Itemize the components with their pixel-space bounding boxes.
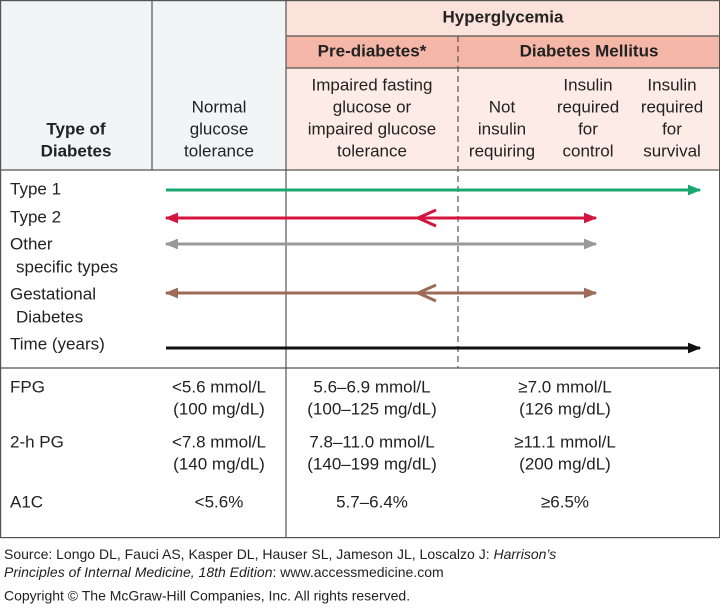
source-text: Source: Longo DL, Fauci AS, Kasper DL, H… — [4, 546, 493, 562]
type-label: Time (years) — [10, 334, 105, 353]
source-text: Principles of Internal Medicine, 18th Ed… — [4, 564, 273, 580]
diabetes-title: Diabetes Mellitus — [520, 41, 659, 60]
criterion-value: 7.8–11.0 mmol/L — [309, 432, 434, 451]
column-header: Not — [489, 97, 516, 116]
column-header: tolerance — [337, 141, 407, 160]
criterion-value: (140 mg/dL) — [173, 454, 265, 473]
type-label: Type 1 — [10, 179, 61, 198]
header-bg — [0, 0, 286, 170]
test-label: A1C — [10, 492, 43, 511]
criterion-value: ≥7.0 mmol/L — [518, 377, 611, 396]
column-bg — [286, 68, 720, 170]
type-label: Type 2 — [10, 207, 61, 226]
type-label: Other — [10, 234, 53, 253]
column-header: for — [662, 119, 682, 138]
column-header: Insulin — [647, 75, 696, 94]
arrows — [164, 184, 702, 354]
criterion-value: <5.6 mmol/L — [172, 377, 266, 396]
prediabetes-title: Pre-diabetes* — [318, 41, 427, 60]
type-label: Diabetes — [16, 307, 83, 326]
test-label: FPG — [10, 377, 45, 396]
column-header: Insulin — [563, 75, 612, 94]
column-header: for — [578, 119, 598, 138]
criterion-value: ≥6.5% — [541, 492, 589, 511]
column-header: tolerance — [184, 141, 254, 160]
criterion-value: (100–125 mg/dL) — [307, 399, 436, 418]
criterion-value: ≥11.1 mmol/L — [514, 432, 616, 451]
source-text: Harrison’s — [493, 546, 556, 562]
criterion-value: (126 mg/dL) — [519, 399, 611, 418]
column-header: glucose or — [333, 97, 412, 116]
column-header: required — [557, 97, 619, 116]
group-title: Hyperglycemia — [443, 7, 564, 26]
subgroup-bg — [286, 36, 720, 68]
criterion-value: 5.7–6.4% — [336, 492, 408, 511]
criterion-value: <7.8 mmol/L — [172, 432, 266, 451]
column-header: insulin — [478, 119, 526, 138]
column-header: Normal — [192, 97, 247, 116]
test-label: 2-h PG — [10, 432, 64, 451]
criterion-value: (100 mg/dL) — [173, 399, 265, 418]
criterion-value: 5.6–6.9 mmol/L — [313, 377, 430, 396]
column-header: survival — [643, 141, 701, 160]
column-header: requiring — [469, 141, 535, 160]
column-header: control — [562, 141, 613, 160]
type-label: Gestational — [10, 284, 96, 303]
type-label: Diabetes — [41, 141, 112, 160]
criterion-value: (140–199 mg/dL) — [307, 454, 436, 473]
type-label: Type of — [46, 119, 106, 138]
column-header: glucose — [190, 119, 249, 138]
column-header: impaired glucose — [308, 119, 437, 138]
criterion-value: (200 mg/dL) — [519, 454, 611, 473]
source-text: : www.accessmedicine.com — [272, 564, 443, 580]
group-bg — [286, 0, 720, 36]
column-header: required — [641, 97, 703, 116]
type-label: specific types — [16, 257, 118, 276]
source: Principles of Internal Medicine, 18th Ed… — [4, 564, 444, 580]
column-header: Impaired fasting — [312, 75, 433, 94]
criterion-value: <5.6% — [195, 492, 244, 511]
source: Source: Longo DL, Fauci AS, Kasper DL, H… — [4, 546, 556, 562]
copyright: Copyright © The McGraw-Hill Companies, I… — [4, 588, 410, 604]
